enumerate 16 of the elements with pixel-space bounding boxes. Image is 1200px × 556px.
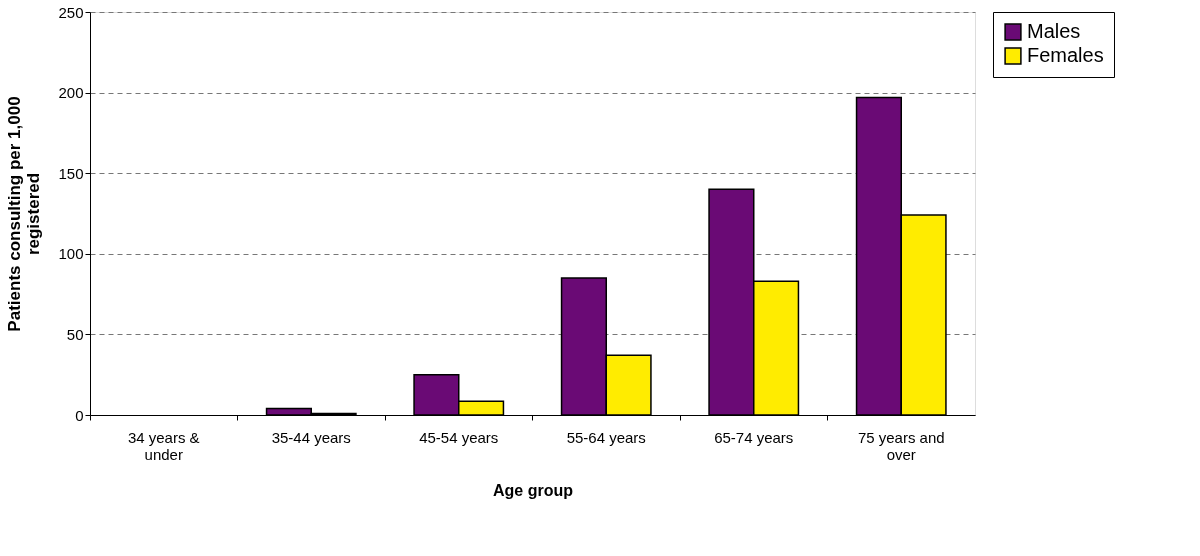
y-tick-label: 100	[58, 245, 84, 263]
y-tick-label: 50	[66, 325, 84, 343]
legend-label: Males	[1027, 20, 1081, 42]
y-tick-label: 250	[58, 3, 84, 21]
x-tick-label: 55-64 years	[566, 428, 646, 446]
x-tick-label: 45-54 years	[419, 428, 499, 446]
x-tick-label: 34 years & under	[127, 428, 200, 463]
legend-label: Females	[1027, 44, 1104, 66]
x-tick-label: 65-74 years	[714, 428, 794, 446]
x-axis-title: Age group	[493, 481, 574, 499]
y-tick-label: 150	[58, 164, 84, 182]
y-axis-title: Patients consulting per 1,000 registered	[5, 96, 44, 332]
x-tick-label: 75 years and over	[857, 428, 945, 463]
y-tick-label: 0	[75, 406, 84, 424]
y-tick-label: 200	[58, 84, 84, 102]
x-tick-label: 35-44 years	[271, 428, 351, 446]
